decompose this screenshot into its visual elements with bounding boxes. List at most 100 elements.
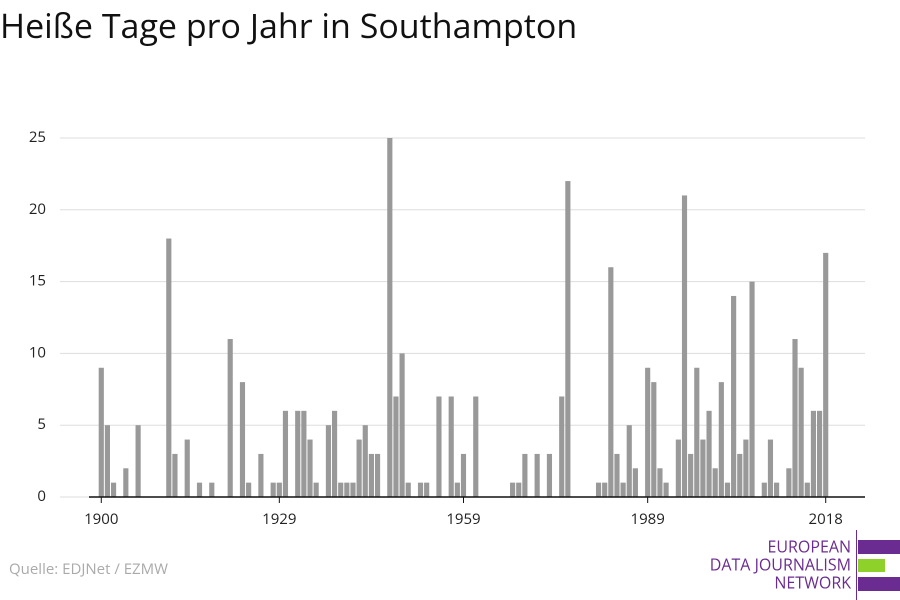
- bar: [460, 453, 467, 497]
- bar: [374, 453, 381, 497]
- bar: [675, 439, 681, 497]
- x-tick-label: 1959: [446, 509, 480, 529]
- bar: [135, 425, 141, 497]
- bar: [172, 453, 178, 497]
- bar: [737, 453, 743, 497]
- bar: [110, 482, 117, 497]
- y-tick-label: 20: [29, 199, 46, 219]
- bar: [595, 482, 602, 497]
- bar: [448, 396, 454, 497]
- bar: [651, 382, 657, 497]
- logo-bar: [858, 540, 900, 554]
- bar: [270, 482, 276, 497]
- bar: [792, 339, 798, 497]
- bar: [706, 410, 712, 497]
- bar: [307, 439, 313, 497]
- bar: [602, 482, 608, 497]
- bar: [301, 410, 307, 497]
- bar: [325, 425, 332, 497]
- bar: [209, 482, 215, 497]
- bar: [454, 482, 460, 497]
- bar: [804, 482, 810, 497]
- y-tick-label: 0: [37, 486, 46, 506]
- bar: [657, 468, 663, 497]
- y-tick-label: 5: [37, 414, 46, 434]
- bar: [123, 468, 129, 497]
- bar: [681, 195, 688, 497]
- bar: [338, 482, 344, 497]
- bar: [663, 482, 669, 497]
- bar: [227, 339, 233, 497]
- bar: [823, 252, 829, 497]
- bar: [104, 425, 110, 497]
- bar: [632, 468, 638, 497]
- bar: [694, 367, 700, 497]
- bar: [196, 482, 203, 497]
- bar: [424, 482, 430, 497]
- bar: [620, 482, 626, 497]
- bar: [417, 482, 424, 497]
- bar: [510, 482, 516, 497]
- bar: [436, 396, 442, 497]
- bar: [387, 138, 393, 497]
- bar: [810, 410, 817, 497]
- logo-text: NETWORK: [774, 571, 851, 593]
- y-tick-label: 10: [29, 342, 46, 362]
- bar: [724, 482, 731, 497]
- logo-bar: [858, 577, 900, 591]
- chart-title: Heiße Tage pro Jahr in Southampton: [0, 2, 577, 48]
- logo-text: EUROPEAN: [767, 535, 851, 557]
- y-tick-label: 25: [29, 127, 46, 147]
- bar: [743, 439, 749, 497]
- bar: [344, 482, 350, 497]
- bar: [786, 468, 792, 497]
- bar: [166, 238, 172, 497]
- bar: [276, 482, 282, 497]
- bar: [522, 453, 528, 497]
- bar: [559, 396, 565, 497]
- bar: [399, 353, 405, 497]
- bar: [362, 425, 368, 497]
- bar: [393, 396, 399, 497]
- bar: [565, 181, 571, 497]
- bar: [774, 482, 780, 497]
- bar: [473, 396, 479, 497]
- bar: [356, 439, 362, 497]
- bar: [295, 410, 301, 497]
- bar: [816, 410, 823, 497]
- bar: [798, 367, 804, 497]
- bar: [546, 453, 553, 497]
- bar: [313, 482, 319, 497]
- x-tick-label: 1989: [631, 509, 665, 529]
- x-tick-label: 1900: [84, 509, 118, 529]
- bar: [534, 453, 540, 497]
- source: Quelle: EDJNet / EZMW: [9, 559, 168, 579]
- bar: [246, 482, 252, 497]
- x-tick-label: 1929: [262, 509, 296, 529]
- bar: [645, 367, 651, 497]
- bar: [718, 382, 724, 497]
- bar: [184, 439, 190, 497]
- logo: EUROPEAN DATA JOURNALISM NETWORK: [710, 530, 900, 600]
- bar: [368, 453, 374, 497]
- bar: [626, 425, 632, 497]
- bar: [516, 482, 522, 497]
- bar: [282, 410, 289, 497]
- bar: [608, 267, 614, 497]
- bar: [731, 295, 737, 497]
- bar: [688, 453, 694, 497]
- bar: [239, 382, 246, 497]
- bar: [767, 439, 774, 497]
- bar: [700, 439, 706, 497]
- bar: [712, 468, 718, 497]
- bar: [614, 453, 620, 497]
- logo-bar: [858, 559, 885, 572]
- bar: [405, 482, 411, 497]
- bar: [749, 281, 755, 497]
- bar: [761, 482, 767, 497]
- bar: [331, 410, 338, 497]
- bar: [258, 453, 264, 497]
- bar: [98, 367, 104, 497]
- logo-text: DATA JOURNALISM: [710, 553, 851, 575]
